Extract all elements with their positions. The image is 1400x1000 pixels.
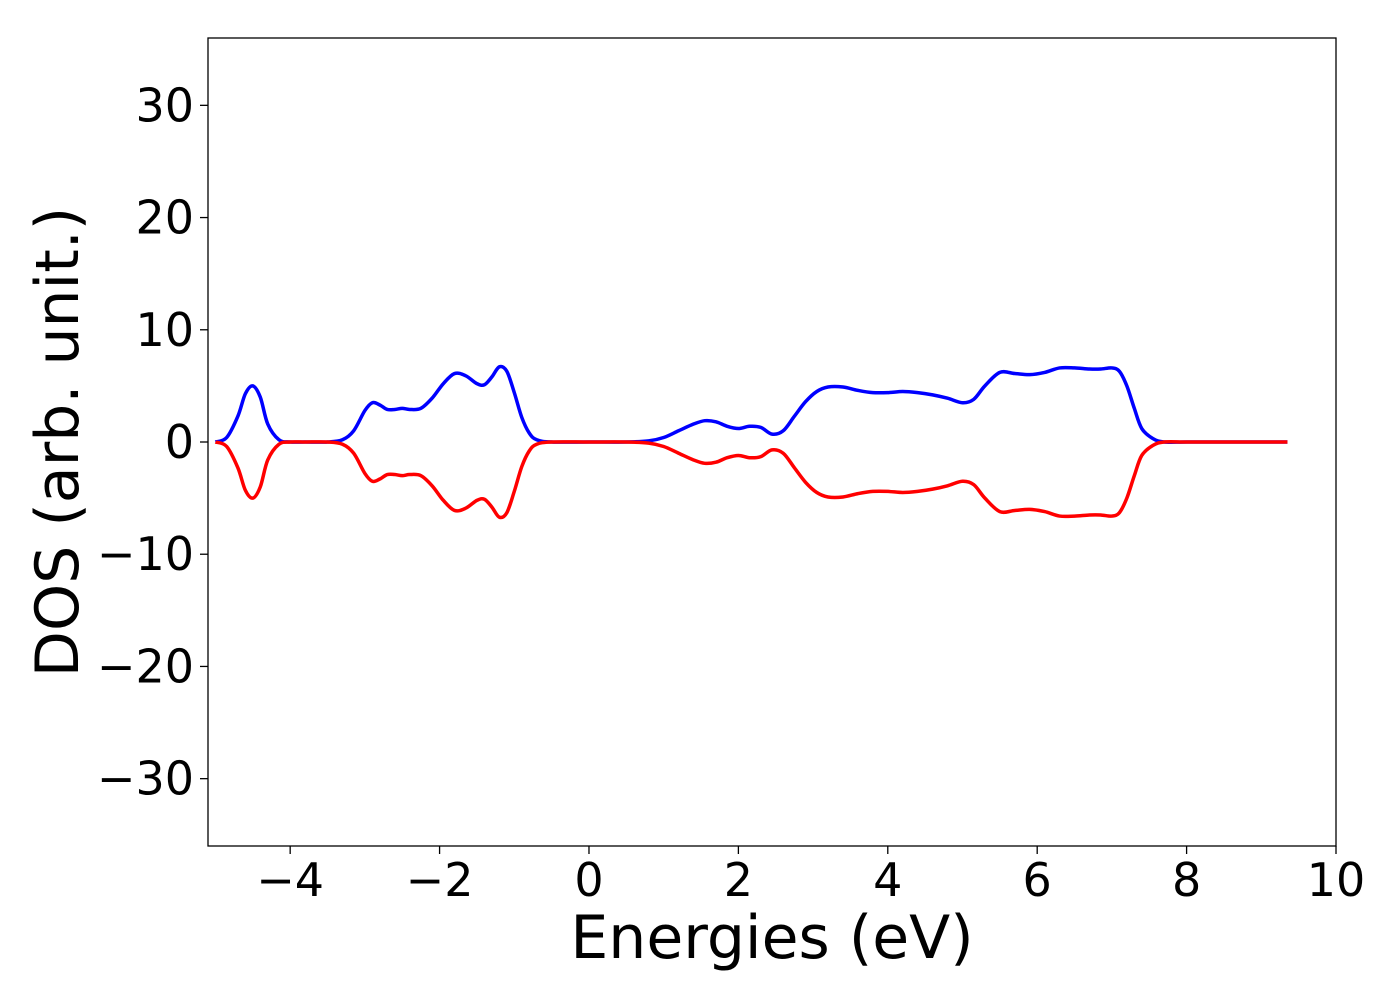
series-layer [214, 364, 1288, 520]
y-tick-label: −10 [97, 527, 194, 581]
y-tick-label: −30 [97, 752, 194, 806]
y-tick-label: 20 [135, 191, 194, 245]
y-tick-label: −20 [97, 639, 194, 693]
series-line-2 [214, 440, 1288, 520]
x-tick-label: 10 [1307, 853, 1366, 907]
y-tick-label: 10 [135, 303, 194, 357]
y-axis-label: DOS (arb. unit.) [23, 207, 93, 677]
x-axis-label: Energies (eV) [570, 903, 973, 973]
y-axis-ticks: −30 −20 −10 0 10 20 30 [97, 78, 208, 806]
x-axis-ticks: −4 −2 0 2 4 6 8 10 [256, 846, 1365, 907]
x-tick-label: 6 [1023, 853, 1052, 907]
x-tick-label: −2 [406, 853, 474, 907]
x-tick-label: 8 [1172, 853, 1201, 907]
series-line-1 [214, 364, 1288, 444]
x-tick-label: −4 [256, 853, 324, 907]
x-tick-label: 0 [574, 853, 603, 907]
y-tick-label: 30 [135, 78, 194, 132]
x-tick-label: 2 [724, 853, 753, 907]
y-tick-label: 0 [165, 415, 194, 469]
x-tick-label: 4 [873, 853, 902, 907]
